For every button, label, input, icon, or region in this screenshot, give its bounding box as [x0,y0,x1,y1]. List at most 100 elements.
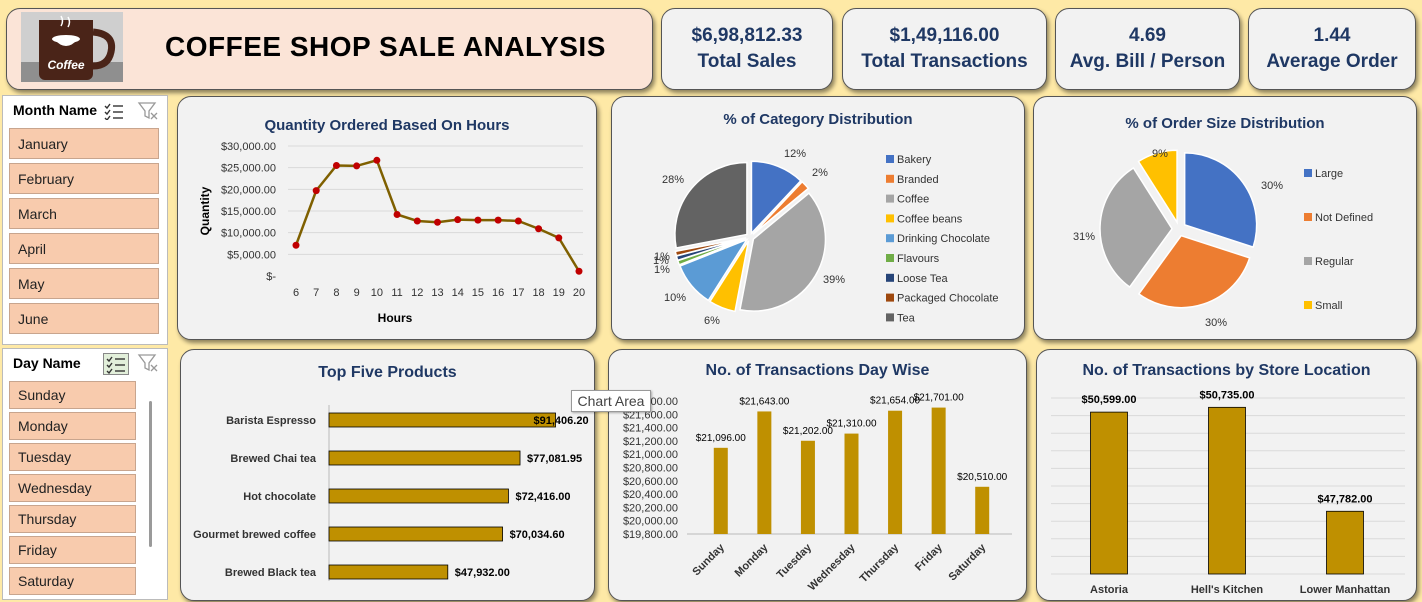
slice-label: 1% [654,264,670,276]
legend-label: Coffee beans [897,213,963,225]
slice-label: 30% [1205,317,1227,329]
kpi-avg-bill: 4.69 Avg. Bill / Person [1055,8,1240,90]
legend-swatch [886,194,894,203]
data-point [373,156,381,164]
y-tick-label: $21,600.00 [623,409,678,421]
data-label: $21,654.00 [870,396,920,407]
month-item-april[interactable]: April [9,233,159,264]
legend-label: Coffee [897,194,929,206]
chart-day-wise-card[interactable]: No. of Transactions Day Wise $19,800.00 $… [608,349,1027,601]
chart-top-products-card[interactable]: Top Five Products Barista Espresso $91,40… [180,349,595,601]
kpi-total-transactions: $1,49,116.00 Total Transactions [842,8,1047,90]
y-tick-label: $10,000.00 [221,228,276,240]
legend-label: Bakery [897,154,932,166]
chart-title: No. of Transactions Day Wise [705,362,930,379]
data-point [312,187,320,195]
day-slicer-header: Day Name [13,355,81,371]
day-item-tuesday[interactable]: Tuesday [9,443,136,471]
chart-category-card[interactable]: % of Category Distribution 12% 2% 39% 6% 10%… [611,96,1025,340]
bar [844,433,859,534]
month-item-january[interactable]: January [9,128,159,159]
legend-label: Flavours [897,253,940,265]
bar [757,411,772,534]
legend-swatch [886,214,894,223]
clear-filter-icon[interactable] [137,101,159,121]
chart-title: No. of Transactions by Store Location [1082,362,1371,379]
chart-title: % of Category Distribution [723,111,913,128]
data-point [494,216,502,224]
day-wise-bar-chart: $19,800.00$20,000.00 $20,200.00$20,400.00… [623,393,1012,593]
category-label: Brewed Black tea [225,567,317,579]
x-tick-label: 19 [553,287,565,299]
y-tick-label: $21,000.00 [623,449,678,461]
day-item-sunday[interactable]: Sunday [9,381,136,409]
slice-label: 6% [704,315,720,327]
chart-title: Top Five Products [318,364,457,381]
x-tick-label: 7 [313,287,319,299]
legend-label: Drinking Chocolate [897,233,990,245]
month-item-may[interactable]: May [9,268,159,299]
slice-label: 30% [1261,180,1283,192]
x-tick-label: 18 [532,287,544,299]
legend-label: Small [1315,300,1343,312]
x-tick-label: 8 [333,287,339,299]
y-tick-label: $20,600.00 [623,476,678,488]
legend-label: Not Defined [1315,212,1373,224]
x-tick-label: 16 [492,287,504,299]
x-tick-label: 11 [391,287,402,299]
day-item-thursday[interactable]: Thursday [9,505,136,533]
month-item-february[interactable]: February [9,163,159,194]
y-tick-label: $20,000.00 [221,184,276,196]
bar [975,486,990,534]
x-axis-label: Hours [378,311,413,325]
legend-swatch [886,273,894,282]
multi-select-icon[interactable] [103,102,125,122]
data-label: $21,701.00 [914,393,964,404]
legend-label: Loose Tea [897,273,948,285]
chart-title: % of Order Size Distribution [1125,115,1325,132]
category-pie-chart: 12% 2% 39% 6% 10% 1%1%1% 28% Bakery Branded Coffe… [653,148,999,327]
kpi-value: $1,49,116.00 [889,25,1000,46]
y-tick-label: $21,400.00 [623,423,678,435]
chart-hours-card[interactable]: Quantity Ordered Based On Hours $- $5,000… [177,96,597,340]
data-label: $70,034.60 [510,529,565,541]
kpi-total-sales: $6,98,812.33 Total Sales [661,8,833,90]
y-tick-label: $- [266,271,276,283]
data-label: $47,782.00 [1317,493,1372,505]
bar [800,440,815,534]
chart-order-size-card[interactable]: % of Order Size Distribution 30% 30% 31% 9%… [1033,96,1417,340]
category-label: Gourmet brewed coffee [193,529,316,541]
slice-label: 28% [662,174,684,186]
month-item-june[interactable]: June [9,303,159,334]
category-label: Brewed Chai tea [230,453,316,465]
data-point [332,162,340,169]
day-item-saturday[interactable]: Saturday [9,567,136,595]
legend-label: Packaged Chocolate [897,293,999,305]
month-item-march[interactable]: March [9,198,159,229]
data-label: $21,096.00 [696,433,746,444]
category-label: Astoria [1090,584,1129,596]
day-item-monday[interactable]: Monday [9,412,136,440]
x-tick-label: 15 [472,287,484,299]
slicer-scrollbar[interactable] [149,401,152,547]
data-label: $21,202.00 [783,426,833,437]
page-title: COFFEE SHOP SALE ANALYSIS [165,31,606,62]
day-item-friday[interactable]: Friday [9,536,136,564]
bar [328,450,521,466]
chart-store-card[interactable]: No. of Transactions by Store Location $5… [1036,349,1417,601]
data-point [434,218,441,226]
store-location-bar-chart: $50,599.00 Astoria $50,735.00 Hell's Kitche… [1051,389,1405,596]
kpi-average-order: 1.44 Average Order [1248,8,1416,90]
data-point [514,217,522,225]
y-tick-label: $15,000.00 [221,206,276,218]
clear-filter-icon[interactable] [137,353,159,373]
bar [1090,411,1128,575]
y-tick-label: $20,400.00 [623,489,678,501]
multi-select-icon[interactable] [103,353,129,375]
bar [1208,406,1246,575]
legend-swatch [886,155,894,163]
data-label: $77,081.95 [527,453,582,465]
day-item-wednesday[interactable]: Wednesday [9,474,136,502]
data-point [393,210,401,218]
category-label: Tuesday [775,541,815,581]
